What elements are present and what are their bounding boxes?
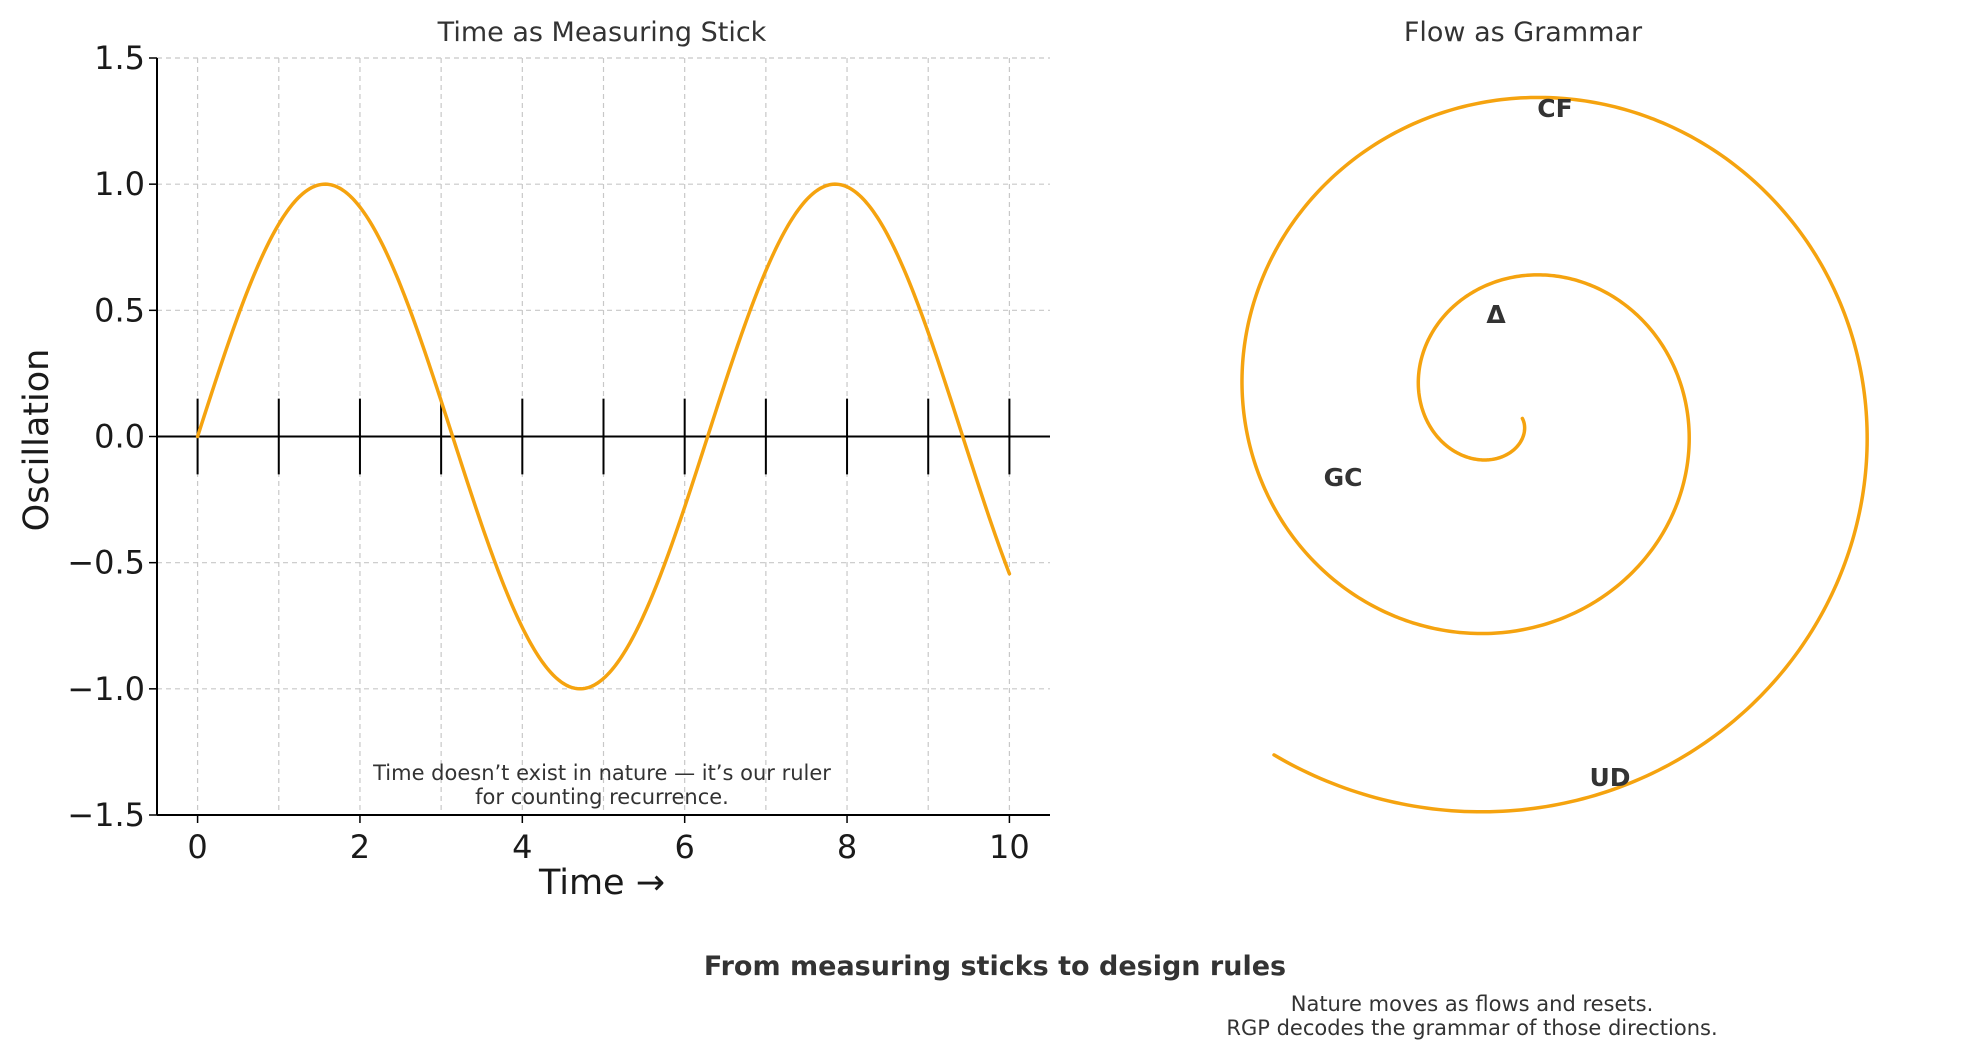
y-tick-label: −1.5 [67, 796, 145, 834]
spiral-label-ud: UD [1589, 763, 1630, 792]
spiral-label-gc: GC [1324, 463, 1363, 492]
ruler [157, 398, 1050, 475]
left-chart-title: Time as Measuring Stick [437, 17, 767, 48]
x-tick-label: 4 [512, 828, 532, 866]
y-tick-label: 1.0 [94, 165, 145, 203]
flow-grammar-chart: Flow as Grammar Δ GC CF UD [1240, 17, 1869, 814]
x-tick-label: 6 [675, 828, 695, 866]
x-tick-label: 8 [837, 828, 857, 866]
annotation-line-1: Time doesn’t exist in nature — it’s our … [372, 761, 831, 785]
x-tick-label: 10 [989, 828, 1030, 866]
right-chart-title: Flow as Grammar [1404, 17, 1643, 48]
y-axis-label: Oscillation [17, 349, 57, 532]
y-tick-label: 0.0 [94, 418, 145, 456]
left-tick-labels: 0 2 4 6 8 10 1.5 1.0 0.5 0.0 −0.5 −1.0 −1.5 [67, 39, 1029, 866]
spiral-series-line [1240, 95, 1869, 814]
y-tick-label: −0.5 [67, 544, 145, 582]
figure-suptitle: From measuring sticks to design rules [704, 951, 1286, 982]
x-axis-label: Time → [538, 863, 665, 903]
x-tick-label: 0 [187, 828, 207, 866]
spiral-label-cf: CF [1537, 94, 1572, 123]
footnote-line-2: RGP decodes the grammar of those directi… [1226, 1016, 1717, 1040]
y-tick-label: 0.5 [94, 291, 145, 329]
time-measuring-stick-chart: Time as Measuring Stick 0 2 4 6 8 10 1.5 1.0 0.5… [17, 17, 1050, 903]
footnote-line-1: Nature moves as flows and resets. [1291, 992, 1654, 1016]
y-tick-label: 1.5 [94, 39, 145, 77]
spiral-label-delta: Δ [1486, 300, 1506, 329]
x-tick-label: 2 [350, 828, 370, 866]
y-tick-label: −1.0 [67, 670, 145, 708]
annotation-line-2: for counting recurrence. [475, 785, 729, 809]
sine-series-line [195, 182, 1012, 691]
